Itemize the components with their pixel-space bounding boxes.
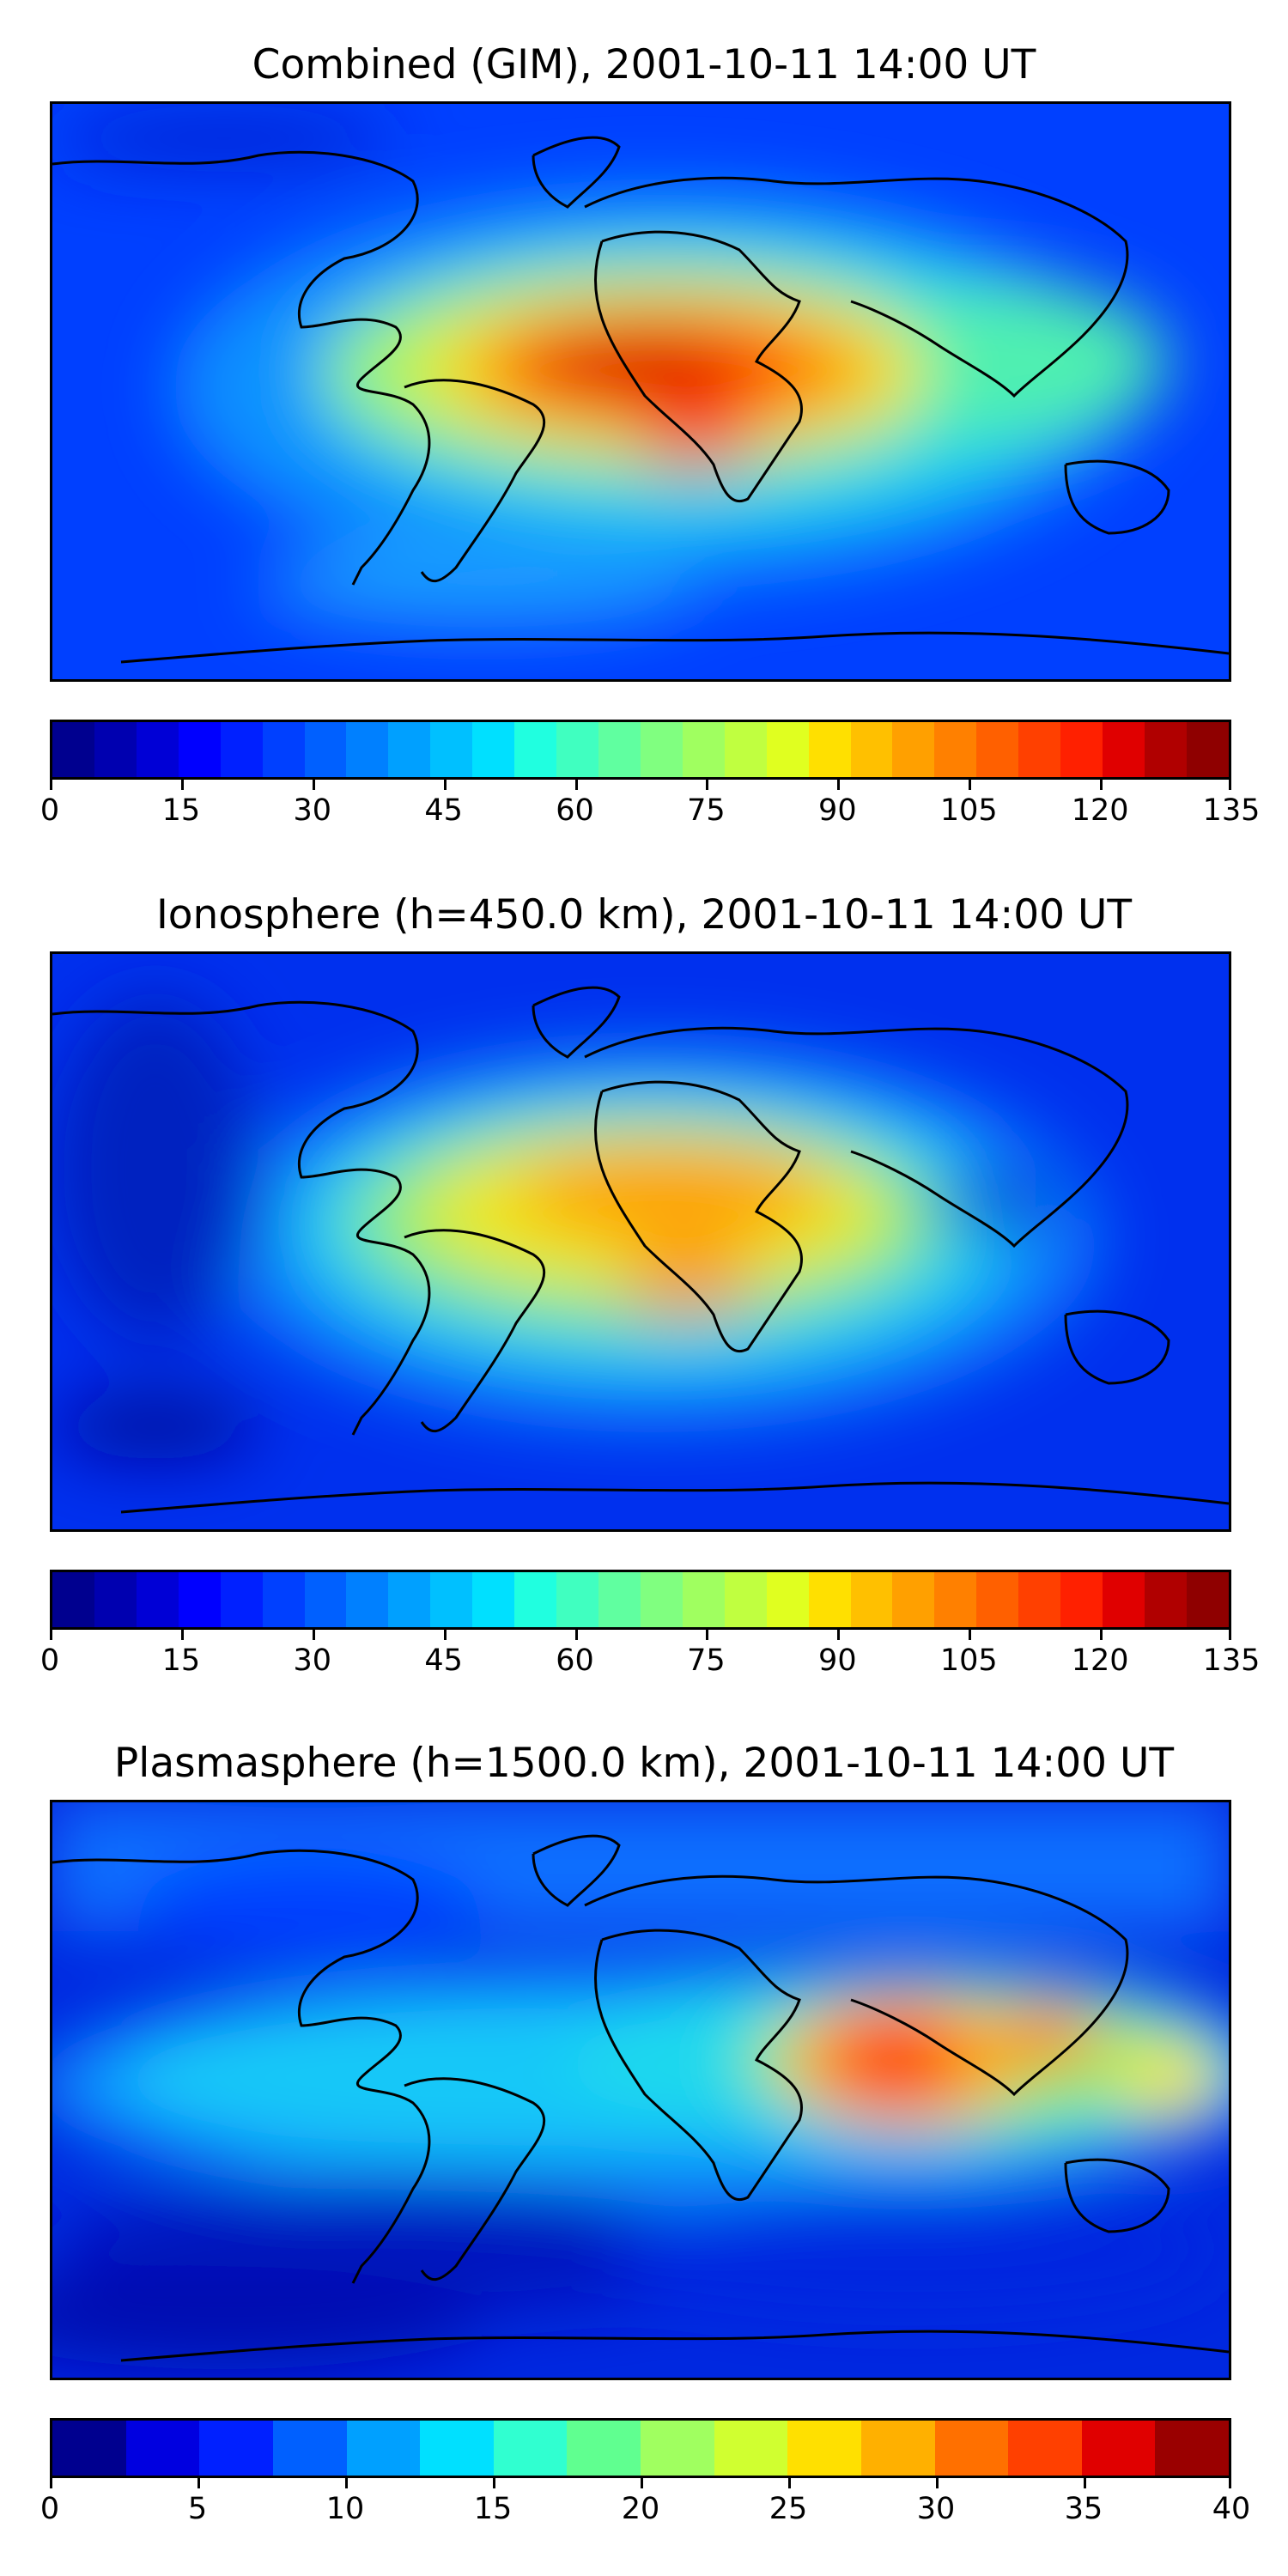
tec-field-ionosphere (52, 954, 1229, 1529)
colorbar-ticks-combined: 0 15 30 45 60 75 90 105 120 135 (40, 780, 1260, 831)
colorbar-combined (50, 720, 1231, 780)
colorbar-tick-label: 15 (473, 2492, 513, 2526)
colorbar-tick-label: 45 (424, 793, 463, 828)
tec-field-combined (52, 104, 1229, 679)
coastlines (52, 1834, 1229, 2362)
colorbar-plasmasphere (50, 2418, 1231, 2478)
colorbar-tick-label: 0 (39, 2492, 60, 2526)
colorbar-tick-label: 0 (39, 1643, 60, 1678)
colorbar-tick-label: 15 (161, 1643, 201, 1678)
colorbar-tick-label: 30 (293, 1643, 332, 1678)
colorbar-tick-label: 0 (39, 793, 60, 828)
colorbar-tick-label: 35 (1064, 2492, 1103, 2526)
colorbar-ionosphere (50, 1570, 1231, 1630)
colorbar-tick-label: 75 (687, 793, 726, 828)
colorbar-tick-label: 60 (556, 793, 594, 828)
colorbar-ticks-plasmasphere: 0 5 10 15 20 25 30 35 40 (40, 2478, 1250, 2530)
panel-title: Combined (GIM), 2001-10-11 14:00 UT (252, 41, 1036, 88)
coastlines (52, 136, 1229, 664)
colorbar-tick-label: 120 (1071, 793, 1129, 828)
coastlines (52, 986, 1229, 1514)
colorbar-tick-label: 120 (1071, 1643, 1129, 1678)
colorbar-tick-label: 5 (187, 2492, 208, 2526)
colorbar-tick-label: 40 (1212, 2492, 1251, 2526)
colorbar-tick-label: 135 (1202, 1643, 1261, 1678)
colorbar-tick-label: 75 (687, 1643, 726, 1678)
colorbar-tick-label: 90 (818, 1643, 857, 1678)
colorbar-tick-label: 30 (916, 2492, 956, 2526)
colorbar-tick-label: 25 (769, 2492, 808, 2526)
colorbar-tick-label: 15 (161, 793, 201, 828)
colorbar-tick-label: 10 (325, 2492, 365, 2526)
colorbar-tick-label: 90 (818, 793, 857, 828)
map-combined (50, 101, 1231, 682)
panel-title: Plasmasphere (h=1500.0 km), 2001-10-11 1… (113, 1740, 1175, 1787)
colorbar-tick-label: 30 (293, 793, 332, 828)
colorbar-tick-label: 105 (939, 793, 998, 828)
colorbar-tick-label: 20 (621, 2492, 660, 2526)
map-plasmasphere (50, 1800, 1231, 2380)
tec-field-plasmasphere (52, 1802, 1229, 2378)
map-ionosphere (50, 951, 1231, 1532)
panel-title: Ionosphere (h=450.0 km), 2001-10-11 14:0… (155, 891, 1133, 939)
colorbar-tick-label: 45 (424, 1643, 463, 1678)
colorbar-tick-label: 135 (1202, 793, 1261, 828)
colorbar-tick-label: 60 (556, 1643, 594, 1678)
colorbar-ticks-ionosphere: 0 15 30 45 60 75 90 105 120 135 (40, 1630, 1260, 1681)
colorbar-tick-label: 105 (939, 1643, 998, 1678)
